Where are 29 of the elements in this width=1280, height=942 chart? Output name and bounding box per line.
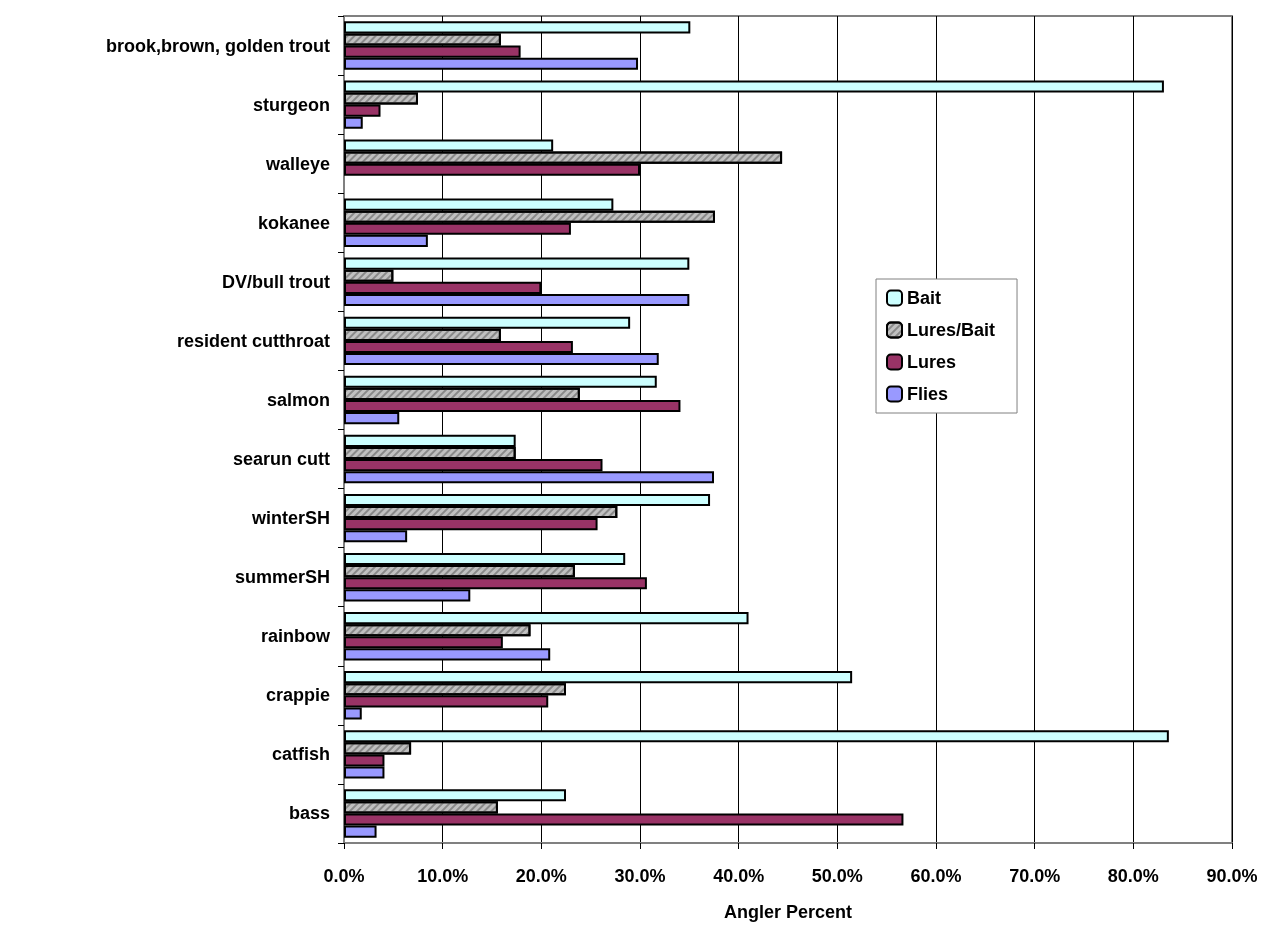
y-tick-label: resident cutthroat [176,330,330,351]
y-tick-label: walleye [264,153,330,174]
x-tick-label: 50.0% [811,866,863,886]
y-tick-label: kokanee [257,212,330,233]
y-tick-label: winterSH [250,508,330,529]
y-tick-label: searun cutt [232,449,330,470]
x-tick-label: 90.0% [1206,866,1258,886]
y-tick-label: summerSH [234,567,330,588]
x-tick-label: 40.0% [713,866,765,886]
y-tick-label: salmon [266,389,330,410]
x-tick-label: 10.0% [417,866,469,886]
y-tick-label: bass [288,803,330,824]
x-tick-label: 30.0% [614,866,666,886]
x-tick-label: 60.0% [910,866,962,886]
y-tick-label: brook,brown, golden trout [106,35,330,56]
x-axis-title: Angler Percent [723,902,853,922]
y-tick-label: sturgeon [252,94,330,115]
x-tick-label: 80.0% [1107,866,1159,886]
y-tick-label: catfish [271,744,330,765]
x-tick-label: 0.0% [323,866,365,886]
legend-label: Flies [907,384,949,404]
legend-label: Lures [907,352,957,372]
legend-label: Bait [907,288,942,308]
x-tick-label: 20.0% [515,866,567,886]
y-tick-label: rainbow [260,626,331,647]
y-tick-label: DV/bull trout [222,271,330,292]
x-tick-label: 70.0% [1009,866,1061,886]
legend-label: Lures/Bait [907,320,996,340]
y-tick-label: crappie [265,685,330,706]
